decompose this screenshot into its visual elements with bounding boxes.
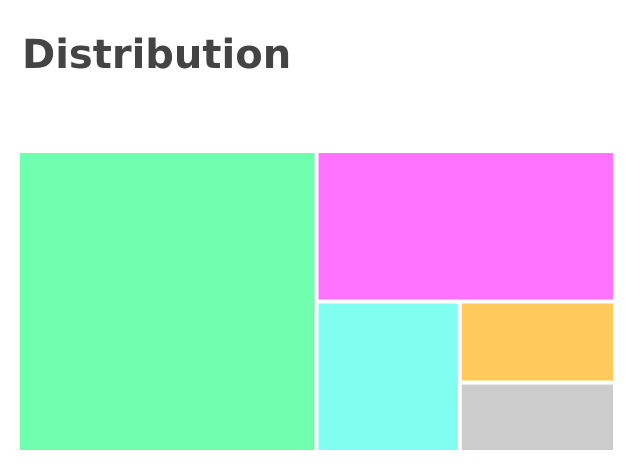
treemap-cell — [318, 153, 613, 300]
chart-title: Distribution — [22, 32, 291, 78]
treemap-cell — [20, 153, 315, 450]
treemap-cell — [461, 303, 613, 381]
treemap-cell — [318, 303, 458, 450]
treemap-cell — [461, 384, 613, 450]
